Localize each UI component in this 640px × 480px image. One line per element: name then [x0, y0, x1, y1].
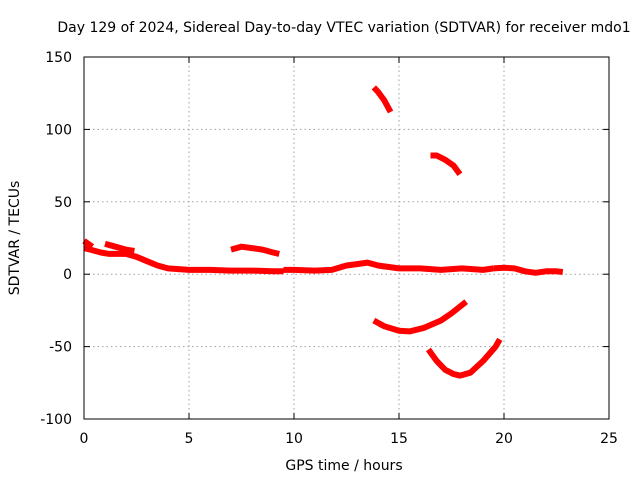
series-track-6: [493, 264, 564, 276]
series-track-5: [283, 259, 494, 274]
x-tick-label: 25: [600, 431, 618, 447]
series-track-8: [430, 152, 463, 177]
chart-title: Day 129 of 2024, Sidereal Day-to-day VTE…: [57, 20, 630, 36]
series-track-3: [104, 240, 135, 254]
x-tick-label: 10: [285, 431, 303, 447]
series-track-9: [372, 299, 469, 335]
y-tick-label: -100: [40, 412, 72, 428]
x-axis-title: GPS time / hours: [285, 458, 402, 474]
series-track-1: [83, 245, 284, 275]
y-tick-label: 0: [63, 267, 72, 283]
plot-frame: [83, 56, 610, 420]
series-layer: [82, 85, 564, 379]
series-track-4: [230, 243, 280, 257]
x-tick-label: 0: [80, 431, 89, 447]
series-track-2: [82, 238, 95, 250]
y-tick-label: -50: [49, 340, 72, 356]
x-tick-label: 5: [185, 431, 194, 447]
y-axis-title: SDTVAR / TECUs: [7, 181, 23, 296]
x-tick-label: 20: [495, 431, 513, 447]
ticks: 0 5 10 15 20 25 -100 -50 0 50 100 150: [40, 50, 618, 447]
x-tick-label: 15: [390, 431, 408, 447]
series-track-7: [371, 85, 394, 114]
series-track-10: [425, 337, 503, 379]
y-tick-label: 150: [45, 50, 72, 66]
grid: [84, 57, 609, 419]
y-tick-label: 100: [45, 122, 72, 138]
y-tick-label: 50: [54, 195, 72, 211]
